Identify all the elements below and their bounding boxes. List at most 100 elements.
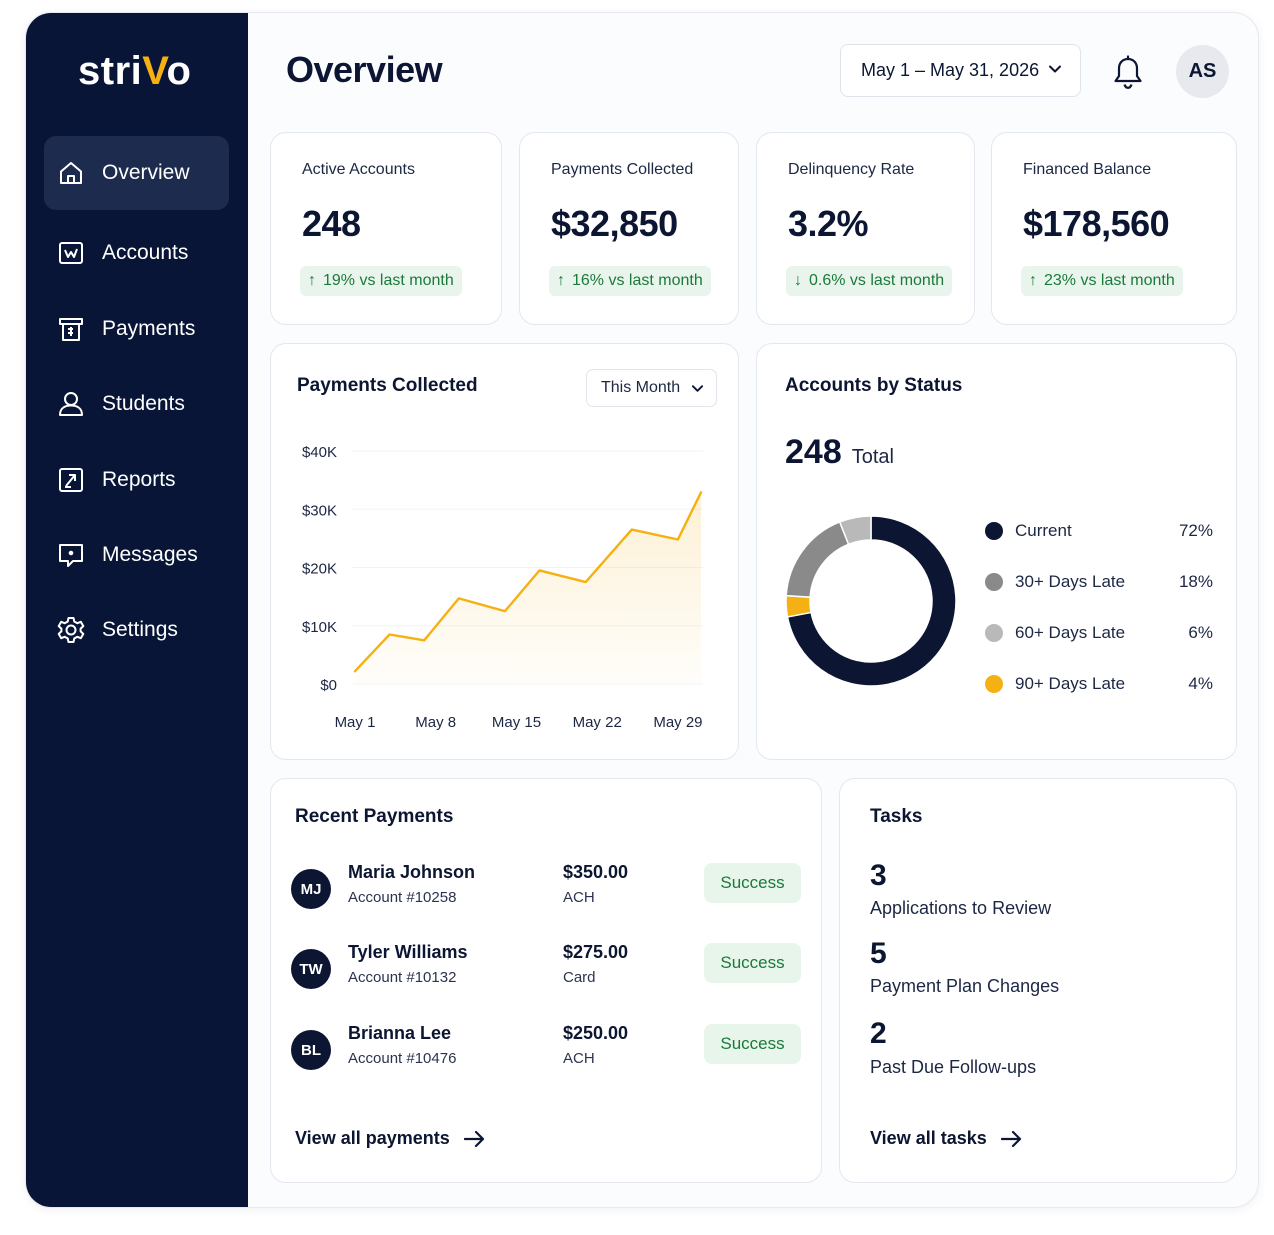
y-tick-label: $20K <box>302 561 337 578</box>
legend-item: 60+ Days Late 6% <box>985 621 1213 645</box>
bell-icon[interactable] <box>1112 55 1144 91</box>
donut-slice-90-days-late <box>785 594 812 618</box>
payment-method: Card <box>563 969 596 986</box>
arrow-up-icon: ↑ <box>557 272 565 289</box>
sidebar-item-label: Messages <box>102 543 198 566</box>
total-value: 248 <box>785 433 842 471</box>
task-count: 2 <box>870 1017 887 1050</box>
tasks-card: Tasks 3 Applications to Review 5 Payment… <box>839 778 1237 1183</box>
sidebar-item-students[interactable]: Students <box>44 367 229 441</box>
page-title: Overview <box>286 49 443 90</box>
user-icon <box>56 389 86 419</box>
home-icon <box>56 158 86 188</box>
legend-value: 72% <box>1178 521 1213 540</box>
task-label[interactable]: Past Due Follow-ups <box>870 1057 1037 1077</box>
arrow-right-icon <box>1000 1130 1021 1147</box>
task-count: 3 <box>870 859 887 892</box>
card-title: Payments Collected <box>297 375 478 396</box>
kpi-label: Active Accounts <box>302 161 415 178</box>
table-row[interactable]: TW Tyler Williams Account #10132 $275.00… <box>291 942 803 1002</box>
donut-slice-current <box>786 515 957 687</box>
x-tick-label: May 1 <box>335 714 376 731</box>
avatar: TW <box>291 949 331 989</box>
sidebar-item-settings[interactable]: Settings <box>44 593 229 667</box>
kpi-change-badge: ↓ 0.6% vs last month <box>786 266 953 296</box>
period-select[interactable]: This Month <box>586 369 717 407</box>
legend-value: 4% <box>1188 674 1213 693</box>
sidebar-item-label: Reports <box>102 468 176 491</box>
sidebar-item-label: Settings <box>102 618 178 641</box>
chevron-down-icon <box>691 385 704 392</box>
kpi-value: 3.2% <box>788 203 869 244</box>
kpi-card-payments-collected: Payments Collected $32,850 ↑ 16% vs last… <box>519 132 739 325</box>
legend-label: 60+ Days Late <box>1015 623 1126 642</box>
payment-amount: $250.00 <box>563 1023 629 1043</box>
account-number: Account #10132 <box>348 969 457 986</box>
x-tick-label: May 8 <box>415 714 456 731</box>
legend-value: 18% <box>1178 572 1213 591</box>
avatar: MJ <box>291 869 331 909</box>
chevron-down-icon <box>1049 65 1061 73</box>
legend-value: 6% <box>1188 623 1213 642</box>
arrow-down-icon: ↓ <box>794 272 802 289</box>
kpi-card-delinquency-rate: Delinquency Rate 3.2% ↓ 0.6% vs last mon… <box>756 132 975 325</box>
kpi-change-badge: ↑ 23% vs last month <box>1021 266 1183 296</box>
sidebar-item-overview[interactable]: Overview <box>44 136 229 210</box>
recent-payments-card: Recent Payments MJ Maria Johnson Account… <box>270 778 822 1183</box>
message-icon <box>56 540 86 570</box>
card-title: Accounts by Status <box>785 375 963 396</box>
y-tick-label: $10K <box>302 619 337 636</box>
date-range-picker[interactable]: May 1 – May 31, 2026 <box>840 44 1081 97</box>
x-tick-label: May 29 <box>653 714 702 731</box>
legend-dot <box>985 675 1003 693</box>
kpi-label: Financed Balance <box>1023 161 1152 178</box>
y-tick-label: $0 <box>320 677 337 694</box>
task-label[interactable]: Applications to Review <box>870 898 1052 918</box>
legend-item: Current 72% <box>985 519 1213 543</box>
reports-icon <box>56 465 86 495</box>
status-badge: Success <box>704 863 801 903</box>
series-line <box>353 491 703 673</box>
sidebar-item-label: Accounts <box>102 241 189 264</box>
legend-label: 30+ Days Late <box>1015 572 1126 591</box>
user-avatar[interactable]: AS <box>1176 45 1229 98</box>
legend-item: 30+ Days Late 18% <box>985 570 1213 594</box>
date-range-label: May 1 – May 31, 2026 <box>861 60 1040 80</box>
donut-slice-60-days-late <box>838 515 872 546</box>
donut-slice-30-days-late <box>785 520 850 598</box>
sidebar-item-reports[interactable]: Reports <box>44 443 229 517</box>
area-fill <box>355 492 701 684</box>
account-number: Account #10258 <box>348 889 457 906</box>
sidebar-item-messages[interactable]: Messages <box>44 518 229 592</box>
arrow-right-icon <box>463 1130 484 1147</box>
card-title: Recent Payments <box>295 806 454 827</box>
account-number: Account #10476 <box>348 1050 457 1067</box>
sidebar-item-accounts[interactable]: Accounts <box>44 216 229 290</box>
gear-icon <box>56 615 86 645</box>
payment-amount: $275.00 <box>563 942 629 962</box>
legend-label: 90+ Days Late <box>1015 674 1126 693</box>
view-all-tasks-link[interactable]: View all tasks <box>870 1128 1023 1149</box>
legend-dot <box>985 573 1003 591</box>
y-tick-label: $40K <box>302 444 337 461</box>
app-window: striVo Overview Accounts Payments Studen… <box>25 12 1259 1208</box>
kpi-change-badge: ↑ 16% vs last month <box>549 266 711 296</box>
status-badge: Success <box>704 1024 801 1064</box>
x-tick-label: May 15 <box>492 714 541 731</box>
view-all-payments-link[interactable]: View all payments <box>295 1128 486 1149</box>
legend-item: 90+ Days Late 4% <box>985 672 1213 696</box>
payer-name: Maria Johnson <box>348 862 476 882</box>
kpi-label: Delinquency Rate <box>788 161 915 178</box>
table-row[interactable]: MJ Maria Johnson Account #10258 $350.00 … <box>291 862 803 922</box>
sidebar-item-label: Overview <box>102 161 190 184</box>
task-label[interactable]: Payment Plan Changes <box>870 976 1060 996</box>
status-chart-card: Accounts by Status 248 Total Current 72%… <box>756 343 1237 760</box>
table-row[interactable]: BL Brianna Lee Account #10476 $250.00 AC… <box>291 1023 803 1083</box>
payments-chart-card: Payments Collected This Month $0 $10K $20K… <box>270 343 739 760</box>
sidebar-item-payments[interactable]: Payments <box>44 292 229 366</box>
arrow-up-icon: ↑ <box>308 272 316 289</box>
legend-label: Current <box>1015 521 1072 540</box>
kpi-label: Payments Collected <box>551 161 694 178</box>
card-title: Tasks <box>870 806 923 827</box>
kpi-card-active-accounts: Active Accounts 248 ↑ 19% vs last month <box>270 132 502 325</box>
